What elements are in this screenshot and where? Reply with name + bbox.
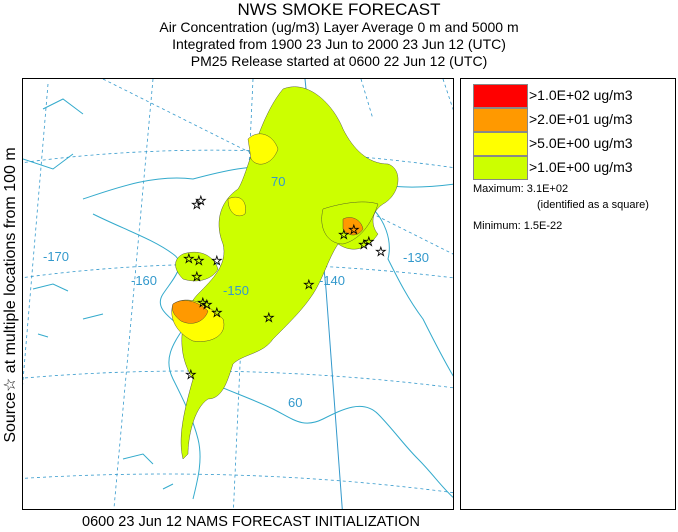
lat-line-60	[23, 370, 453, 389]
map-title: NWS SMOKE FORECAST	[237, 0, 441, 19]
legend-swatch	[473, 156, 528, 180]
source-star: ☆	[211, 254, 223, 269]
source-star: ☆	[375, 245, 387, 260]
source-star: ☆	[348, 223, 360, 238]
map-canvas: ☆ ☆ ☆ ☆ ☆ ☆ ☆ ☆ ☆ ☆ ☆ ☆ ☆ ☆ ☆ ☆ ☆ -170 -…	[23, 79, 453, 509]
grid-label-lat-70: 70	[271, 174, 285, 189]
subtitle-release: PM25 Release started at 0600 22 Jun 12 (…	[190, 53, 488, 69]
source-side-label-text: Source☆ at multiple locations from 100 m	[2, 147, 19, 443]
source-star: ☆	[358, 238, 370, 253]
source-star: ☆	[211, 306, 223, 321]
lon-line-130	[442, 79, 453, 111]
source-star: ☆	[338, 228, 350, 243]
coast-arctic	[23, 98, 84, 170]
legend-maximum-note: (identified as a square)	[537, 199, 649, 211]
source-star: ☆	[363, 235, 375, 250]
grid-label-lat-60: 60	[288, 395, 302, 410]
subtitle-concentration: Air Concentration (ug/m3) Layer Average …	[159, 19, 519, 35]
smoke-plume	[171, 86, 399, 460]
coast-islands	[32, 283, 174, 490]
grid-label-lon-150: -150	[223, 283, 249, 298]
legend: >1.0E+02 ug/m3 >2.0E+01 ug/m3 >5.0E+00 u…	[460, 78, 676, 510]
legend-swatch	[473, 132, 528, 156]
smoke-map: ☆ ☆ ☆ ☆ ☆ ☆ ☆ ☆ ☆ ☆ ☆ ☆ ☆ ☆ ☆ ☆ ☆ -170 -…	[22, 78, 454, 510]
source-star: ☆	[193, 254, 205, 269]
grid-label-lon-160: -160	[131, 273, 157, 288]
plume-level2b	[247, 133, 279, 165]
forecast-initialization: 0600 23 Jun 12 NAMS FORECAST INITIALIZAT…	[82, 514, 420, 530]
source-markers: ☆ ☆ ☆ ☆ ☆ ☆ ☆ ☆ ☆ ☆ ☆ ☆ ☆ ☆ ☆ ☆ ☆	[183, 194, 387, 384]
legend-label: >1.0E+00 ug/m3	[529, 159, 633, 175]
legend-label: >5.0E+00 ug/m3	[529, 135, 633, 151]
grid-label-lon-170: -170	[43, 249, 69, 264]
plume-level1-west	[175, 251, 219, 282]
source-star: ☆	[195, 194, 207, 209]
legend-maximum: Maximum: 3.1E+02	[473, 183, 569, 195]
plume-level2c	[227, 196, 246, 217]
lon-line-170	[23, 83, 49, 386]
coast-southwest	[202, 378, 453, 498]
source-side-label: Source☆ at multiple locations from 100 m	[0, 80, 22, 510]
legend-swatch	[473, 84, 528, 108]
source-star: ☆	[191, 198, 203, 213]
plume-level3b	[342, 217, 364, 236]
legend-label: >2.0E+01 ug/m3	[529, 111, 633, 127]
lon-line-north	[102, 79, 453, 255]
grid-label-lon-140: -140	[319, 273, 345, 288]
plume-level3	[172, 300, 209, 324]
lat-line-70	[23, 149, 453, 169]
legend-swatch	[473, 108, 528, 132]
source-star: ☆	[201, 298, 213, 313]
source-star: ☆	[191, 270, 203, 285]
lat-line-55	[23, 473, 453, 494]
grid-label-lon-130: -130	[403, 250, 429, 265]
source-star: ☆	[183, 252, 195, 267]
source-star: ☆	[197, 296, 209, 311]
legend-label: >1.0E+02 ug/m3	[529, 87, 633, 103]
subtitle-integration: Integrated from 1900 23 Jun to 2000 23 J…	[172, 36, 506, 52]
source-star: ☆	[303, 278, 315, 293]
coast-east	[372, 208, 453, 377]
legend-minimum: Minimum: 1.5E-22	[473, 220, 563, 232]
lon-line-140a	[360, 79, 374, 120]
lon-line-160	[113, 79, 154, 509]
source-star: ☆	[185, 368, 197, 383]
source-star: ☆	[263, 311, 275, 326]
